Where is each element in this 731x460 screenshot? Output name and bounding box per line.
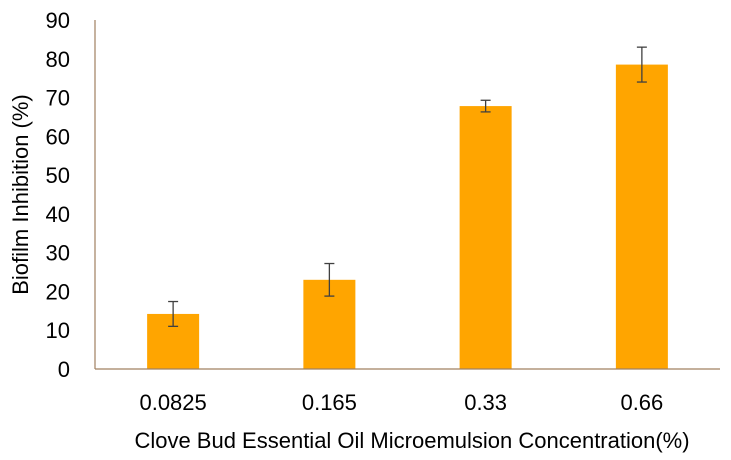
y-axis-ticks: 0 10 20 30 40 50 60 70 80 90 xyxy=(46,8,70,382)
y-tick-label: 30 xyxy=(46,241,70,266)
x-axis-title: Clove Bud Essential Oil Microemulsion Co… xyxy=(134,428,689,453)
x-tick-label: 0.0825 xyxy=(139,390,206,415)
x-tick-label: 0.66 xyxy=(620,390,663,415)
y-axis-title: Biofilm Inhibition (%) xyxy=(8,94,33,295)
y-tick-label: 90 xyxy=(46,8,70,33)
bar xyxy=(615,64,668,369)
y-tick-label: 60 xyxy=(46,124,70,149)
y-tick-label: 50 xyxy=(46,163,70,188)
x-axis-ticks: 0.0825 0.165 0.33 0.66 xyxy=(139,390,663,415)
y-tick-label: 40 xyxy=(46,202,70,227)
y-tick-label: 70 xyxy=(46,86,70,111)
x-tick-label: 0.33 xyxy=(464,390,507,415)
y-tick-label: 20 xyxy=(46,279,70,304)
x-tick-label: 0.165 xyxy=(302,390,357,415)
y-tick-label: 0 xyxy=(58,357,70,382)
y-tick-label: 80 xyxy=(46,47,70,72)
error-bars xyxy=(168,46,647,327)
y-tick-label: 10 xyxy=(46,318,70,343)
bar-series xyxy=(147,64,668,369)
bar xyxy=(459,106,512,369)
